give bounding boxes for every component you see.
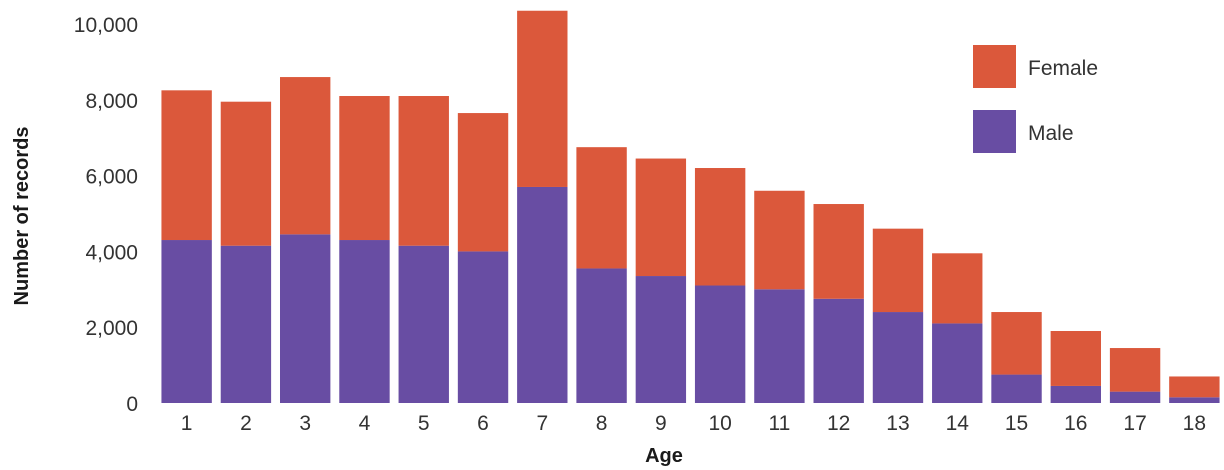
legend-swatch-female — [973, 45, 1016, 88]
bar-male-age-16 — [1050, 385, 1101, 403]
bar-male-age-6 — [457, 251, 509, 403]
x-tick-label: 17 — [1123, 412, 1146, 435]
x-tick-label: 14 — [946, 412, 970, 435]
bar-female-age-2 — [220, 101, 272, 246]
bar-male-age-7 — [517, 186, 568, 403]
y-axis-ticks: 0 2,000 4,000 6,000 8,000 10,000 — [74, 14, 138, 416]
y-tick-label: 2,000 — [85, 317, 138, 340]
y-tick-label: 8,000 — [85, 90, 138, 113]
x-tick-label: 11 — [769, 412, 791, 435]
x-tick-label: 16 — [1064, 412, 1087, 435]
x-tick-label: 3 — [299, 412, 311, 435]
bar-male-age-11 — [754, 289, 805, 403]
x-tick-label: 1 — [181, 412, 193, 435]
bar-male-age-12 — [813, 298, 864, 403]
bar-male-age-17 — [1109, 391, 1161, 403]
y-tick-label: 4,000 — [85, 241, 138, 264]
x-tick-label: 6 — [477, 412, 489, 435]
bar-male-age-9 — [635, 276, 687, 403]
bars-group — [161, 10, 1220, 403]
y-axis-label: Number of records — [11, 127, 33, 306]
bar-female-age-16 — [1050, 330, 1101, 386]
bar-female-age-15 — [991, 312, 1042, 375]
x-tick-label: 10 — [708, 412, 731, 435]
bar-female-age-13 — [872, 228, 924, 313]
bar-female-age-12 — [813, 204, 864, 299]
bar-female-age-4 — [339, 96, 390, 241]
bar-female-age-3 — [280, 77, 331, 235]
x-axis-ticks: 1 2 3 4 5 6 7 8 9 10 11 12 13 14 15 16 17 18 — [181, 412, 1206, 435]
x-tick-label: 9 — [655, 412, 667, 435]
x-tick-label: 5 — [418, 412, 430, 435]
y-tick-label: 6,000 — [85, 166, 138, 189]
bar-female-age-1 — [161, 90, 212, 241]
legend-label-female: Female — [1028, 57, 1098, 80]
x-tick-label: 2 — [240, 412, 252, 435]
x-tick-label: 15 — [1005, 412, 1028, 435]
bar-female-age-7 — [517, 10, 568, 187]
x-tick-label: 8 — [596, 412, 608, 435]
bar-female-age-14 — [932, 253, 983, 324]
x-tick-label: 4 — [359, 412, 371, 435]
x-tick-label: 13 — [886, 412, 909, 435]
legend: Female Male — [973, 45, 1098, 153]
bar-male-age-2 — [220, 245, 272, 403]
bar-male-age-14 — [932, 323, 983, 403]
y-tick-label: 10,000 — [74, 14, 138, 37]
y-tick-label: 0 — [126, 393, 138, 416]
bar-male-age-4 — [339, 240, 390, 403]
bar-male-age-1 — [161, 240, 212, 403]
bar-female-age-17 — [1109, 348, 1161, 392]
legend-label-male: Male — [1028, 122, 1074, 145]
bar-male-age-15 — [991, 374, 1042, 403]
bar-male-age-5 — [398, 245, 449, 403]
bar-female-age-8 — [576, 147, 627, 269]
bar-male-age-10 — [694, 285, 746, 403]
bar-female-age-6 — [457, 113, 509, 252]
bar-female-age-10 — [694, 168, 746, 286]
bar-female-age-18 — [1169, 376, 1220, 398]
bar-female-age-9 — [635, 158, 687, 277]
legend-swatch-male — [973, 110, 1016, 153]
bar-female-age-11 — [754, 190, 805, 290]
x-tick-label: 7 — [536, 412, 548, 435]
bar-female-age-5 — [398, 96, 449, 246]
x-tick-label: 18 — [1183, 412, 1206, 435]
x-tick-label: 12 — [827, 412, 850, 435]
bar-male-age-18 — [1169, 397, 1220, 403]
bar-male-age-13 — [872, 312, 924, 403]
bar-male-age-3 — [280, 234, 331, 403]
x-axis-label: Age — [645, 445, 683, 467]
bar-male-age-8 — [576, 268, 627, 403]
